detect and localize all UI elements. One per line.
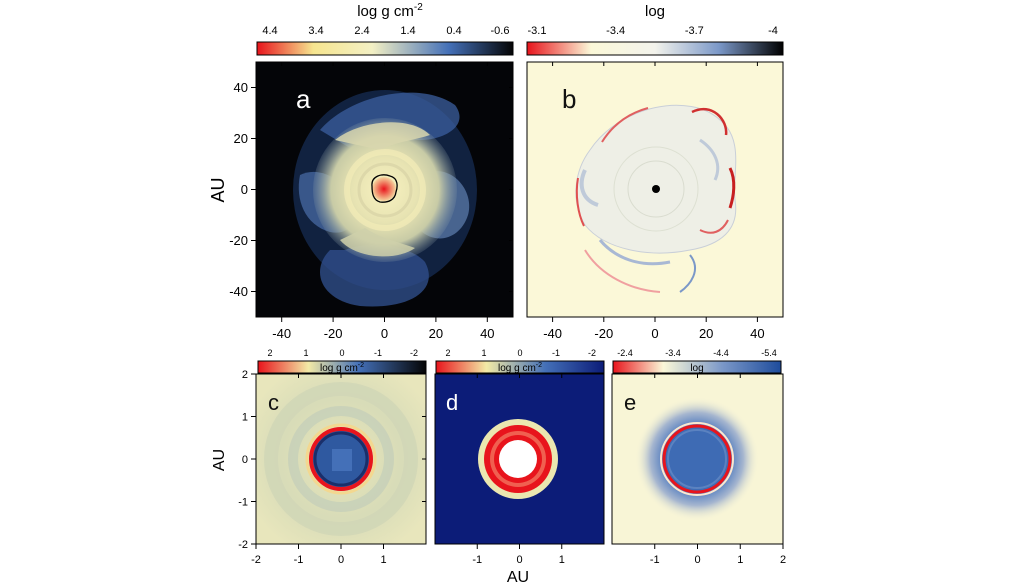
- x-tick-label: -1: [650, 554, 660, 566]
- colorbar-tick-label: -4: [768, 25, 778, 37]
- x-tick-label: 0: [338, 554, 344, 566]
- y-tick-label: 1: [242, 411, 248, 423]
- plot-d: d -1 0 1 AU: [434, 373, 605, 585]
- x-tick-label: 1: [559, 554, 565, 566]
- colorbar-tick-label: -2: [588, 348, 596, 358]
- x-tick-label: 20: [429, 326, 443, 341]
- colorbar-tick-label: 4.4: [262, 25, 277, 37]
- y-tick-label: -2: [238, 539, 248, 551]
- colorbar-tick-label: -3.4: [665, 348, 681, 358]
- x-tick-label: -40: [272, 326, 291, 341]
- colorbar-tick-label: -1: [552, 348, 560, 358]
- colorbar-c-title: log g cm-2: [320, 362, 364, 374]
- colorbar-a: log g cm-2 4.4 3.4 2.4 1.4 0.4 -0.6: [256, 2, 514, 56]
- x-tick-label: -1: [294, 554, 304, 566]
- density-map-b: [575, 104, 737, 293]
- colorbar-e: -2.4 -3.4 -4.4 -5.4 log: [612, 348, 782, 374]
- panel-a-ylabel: AU: [208, 177, 228, 202]
- colorbar-a-title: log g cm-2: [357, 2, 423, 20]
- x-tick-label: -20: [324, 326, 343, 341]
- x-tick-label: 0: [381, 326, 388, 341]
- panel-c-ylabel: AU: [211, 449, 228, 471]
- colorbar-e-gradient: [612, 360, 782, 374]
- x-tick-label: 20: [699, 326, 713, 341]
- density-map-c: [264, 382, 418, 536]
- x-tick-label: 0: [651, 326, 658, 341]
- y-tick-label: -20: [229, 233, 248, 248]
- panel-c-label: c: [268, 390, 279, 415]
- y-tick-label: 0: [241, 182, 248, 197]
- x-tick-label: 2: [780, 554, 786, 566]
- colorbar-tick-label: -3.7: [685, 25, 704, 37]
- colorbar-tick-label: 1: [481, 348, 486, 358]
- x-tick-label: -2: [251, 554, 261, 566]
- x-tick-label: 1: [737, 554, 743, 566]
- y-tick-label: 20: [234, 131, 248, 146]
- panel-e-label: e: [624, 390, 636, 415]
- colorbar-tick-label: 2.4: [354, 25, 369, 37]
- plot-a: a -40 -20 0 20 40 40 20 0 -20 -40 AU: [208, 61, 514, 341]
- colorbar-d-gradient: [435, 360, 605, 374]
- colorbar-tick-label: 2: [445, 348, 450, 358]
- colorbar-tick-label: -2: [410, 348, 418, 358]
- density-map-e: [635, 397, 759, 521]
- y-tick-label: 2: [242, 369, 248, 381]
- colorbar-tick-label: 3.4: [308, 25, 323, 37]
- y-tick-label: -1: [238, 496, 248, 508]
- colorbar-tick-label: -0.6: [491, 25, 510, 37]
- x-tick-label: 40: [750, 326, 764, 341]
- colorbar-tick-label: 1.4: [400, 25, 415, 37]
- colorbar-c: 2 1 0 -1 -2 log g cm-2: [257, 348, 427, 374]
- colorbar-b: log -3.1 -3.4 -3.7 -4: [526, 3, 784, 56]
- colorbar-tick-label: 0: [517, 348, 522, 358]
- x-tick-label: 0: [694, 554, 700, 566]
- plot-e: e -1 0 1 2: [611, 373, 786, 566]
- x-tick-label: 0: [516, 554, 522, 566]
- colorbar-tick-label: 1: [303, 348, 308, 358]
- colorbar-tick-label: -1: [374, 348, 382, 358]
- colorbar-tick-label: -2.4: [617, 348, 633, 358]
- panel-d-xlabel: AU: [507, 569, 529, 585]
- plot-b: b -40 -20 0 20 40: [526, 61, 784, 341]
- density-map-d: [478, 419, 558, 499]
- colorbar-tick-label: 0.4: [446, 25, 461, 37]
- colorbar-tick-label: -3.1: [528, 25, 547, 37]
- x-tick-label: -40: [543, 326, 562, 341]
- plot-c: c -2 -1 0 1 2 1 0 -1 -2 AU: [211, 369, 427, 566]
- colorbar-tick-label: 2: [267, 348, 272, 358]
- colorbar-a-gradient: [256, 41, 514, 56]
- panel-d-label: d: [446, 390, 458, 415]
- colorbar-b-gradient: [526, 41, 784, 56]
- y-tick-label: 40: [234, 80, 248, 95]
- x-tick-label: -20: [594, 326, 613, 341]
- colorbar-d-title: log g cm-2: [498, 362, 542, 374]
- panel-a-label: a: [296, 84, 311, 114]
- y-tick-label: -40: [229, 284, 248, 299]
- colorbar-c-gradient: [257, 360, 427, 374]
- colorbar-e-title: log: [690, 363, 703, 374]
- colorbar-tick-label: -4.4: [713, 348, 729, 358]
- panel-b-label: b: [562, 84, 576, 114]
- density-map-a: [293, 90, 477, 307]
- colorbar-tick-label: -5.4: [761, 348, 777, 358]
- colorbar-tick-label: 0: [339, 348, 344, 358]
- colorbar-b-title: log: [645, 3, 665, 20]
- x-tick-label: 1: [380, 554, 386, 566]
- colorbar-d: 2 1 0 -1 -2 log g cm-2: [435, 348, 605, 374]
- x-tick-label: -1: [472, 554, 482, 566]
- x-tick-label: 40: [480, 326, 494, 341]
- colorbar-tick-label: -3.4: [606, 25, 625, 37]
- y-tick-label: 0: [242, 454, 248, 466]
